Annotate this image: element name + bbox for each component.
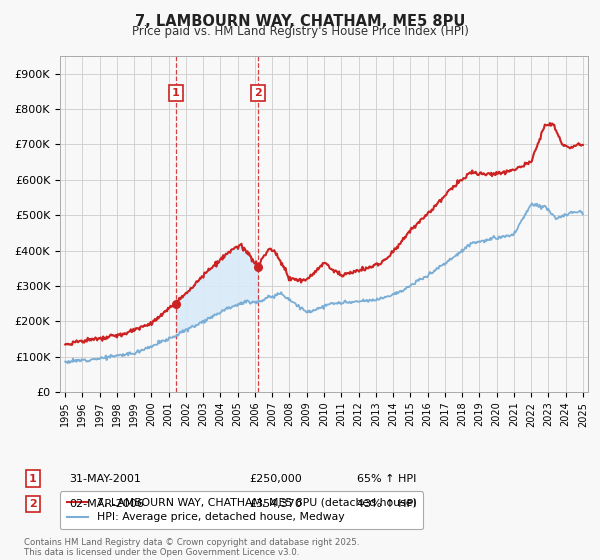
Text: 65% ↑ HPI: 65% ↑ HPI <box>357 474 416 484</box>
Text: 1: 1 <box>29 474 37 484</box>
Text: 2: 2 <box>254 88 262 98</box>
Legend: 7, LAMBOURN WAY, CHATHAM, ME5 8PU (detached house), HPI: Average price, detached: 7, LAMBOURN WAY, CHATHAM, ME5 8PU (detac… <box>60 492 423 529</box>
Text: 1: 1 <box>172 88 180 98</box>
Text: 2: 2 <box>29 499 37 509</box>
Text: £354,370: £354,370 <box>249 499 302 509</box>
Text: 43% ↑ HPI: 43% ↑ HPI <box>357 499 416 509</box>
Text: Contains HM Land Registry data © Crown copyright and database right 2025.
This d: Contains HM Land Registry data © Crown c… <box>24 538 359 557</box>
Text: £250,000: £250,000 <box>249 474 302 484</box>
Text: 02-MAR-2006: 02-MAR-2006 <box>69 499 144 509</box>
Text: Price paid vs. HM Land Registry's House Price Index (HPI): Price paid vs. HM Land Registry's House … <box>131 25 469 38</box>
Text: 7, LAMBOURN WAY, CHATHAM, ME5 8PU: 7, LAMBOURN WAY, CHATHAM, ME5 8PU <box>135 14 465 29</box>
Text: 31-MAY-2001: 31-MAY-2001 <box>69 474 141 484</box>
